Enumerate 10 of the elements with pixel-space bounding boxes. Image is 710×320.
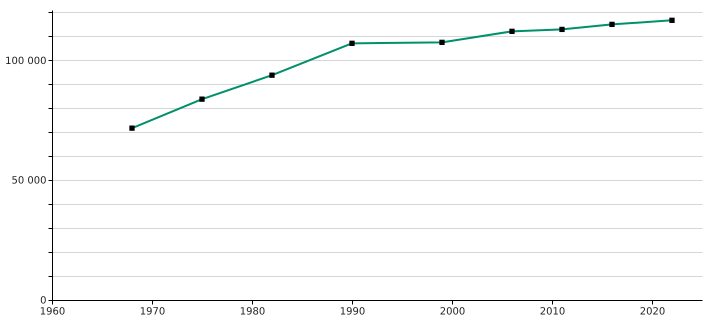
- x-tick-label: 2020: [640, 306, 666, 318]
- x-tick-label: 1980: [240, 306, 266, 318]
- y-tick-label: 100 000: [5, 56, 46, 67]
- x-tick-label: 2010: [540, 306, 566, 318]
- x-tick-label: 1990: [340, 306, 366, 318]
- x-tick-label: 2000: [440, 306, 466, 318]
- y-tick-label: 0: [40, 296, 46, 306]
- x-tick-label: 1970: [140, 306, 166, 318]
- y-tick-label: 50 000: [12, 176, 46, 187]
- x-tick-label: 1960: [40, 306, 66, 318]
